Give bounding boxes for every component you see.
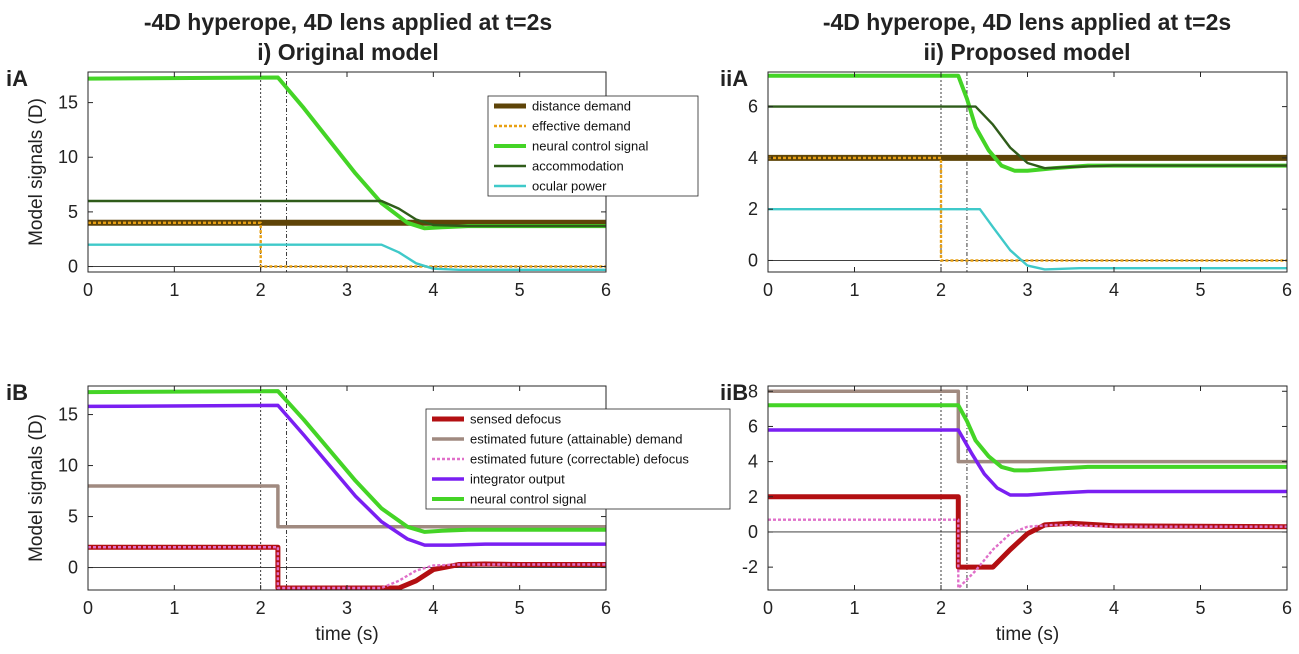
series-group bbox=[88, 75, 606, 271]
x-tick-label: 4 bbox=[1109, 280, 1119, 300]
legend: distance demand effective demand neural co… bbox=[487, 95, 699, 197]
x-tick-label: 1 bbox=[169, 280, 179, 300]
y-tick-label: 10 bbox=[58, 147, 78, 167]
legend: sensed defocus estimated future (attainab… bbox=[425, 408, 731, 510]
legend-label-estimated-future-correctable-defocus: estimated future (correctable) defocus bbox=[470, 452, 689, 467]
y-tick-label: 15 bbox=[58, 93, 78, 113]
legend-label-neural-control-signal: neural control signal bbox=[470, 492, 586, 507]
x-tick-label: 5 bbox=[515, 280, 525, 300]
y-tick-label: 2 bbox=[748, 199, 758, 219]
panel-label: iA bbox=[6, 66, 28, 91]
legend-label-distance-demand: distance demand bbox=[532, 99, 631, 114]
series-estimated-future-attainable-demand bbox=[768, 389, 1287, 464]
right-title-line2: ii) Proposed model bbox=[923, 39, 1130, 65]
x-tick-label: 0 bbox=[763, 280, 773, 300]
legend-label-sensed-defocus: sensed defocus bbox=[470, 412, 562, 427]
y-tick-label: 4 bbox=[748, 452, 758, 472]
series-estimated-future-correctable-defocus bbox=[88, 546, 606, 590]
series-integrator-output bbox=[768, 428, 1287, 497]
y-tick-label: 8 bbox=[748, 381, 758, 401]
series-accommodation bbox=[768, 105, 1287, 170]
y-tick-label: 5 bbox=[68, 507, 78, 527]
series-accommodation bbox=[88, 199, 606, 228]
y-tick-label: 6 bbox=[748, 416, 758, 436]
series-effective-demand bbox=[768, 156, 1287, 262]
x-tick-label: 1 bbox=[849, 598, 859, 618]
x-tick-label: 4 bbox=[1109, 598, 1119, 618]
series-group bbox=[88, 389, 606, 590]
x-tick-label: 2 bbox=[936, 598, 946, 618]
y-tick-label: 2 bbox=[748, 487, 758, 507]
x-tick-label: 6 bbox=[601, 280, 611, 300]
x-tick-label: 2 bbox=[936, 280, 946, 300]
x-tick-label: 2 bbox=[256, 598, 266, 618]
legend-label-integrator-output: integrator output bbox=[470, 472, 565, 487]
x-tick-label: 1 bbox=[849, 280, 859, 300]
y-axis-label: Model signals (D) bbox=[26, 98, 47, 246]
x-tick-label: 1 bbox=[169, 598, 179, 618]
legend-label-effective-demand: effective demand bbox=[532, 119, 631, 134]
x-tick-label: 0 bbox=[763, 598, 773, 618]
x-tick-label: 6 bbox=[1282, 598, 1292, 618]
x-tick-label: 3 bbox=[1022, 598, 1032, 618]
x-tick-label: 4 bbox=[428, 598, 438, 618]
plot-frame bbox=[767, 385, 1288, 591]
series-integrator-output bbox=[88, 403, 606, 547]
legend-label-accommodation: accommodation bbox=[532, 159, 624, 174]
panel-label: iiB bbox=[720, 380, 748, 405]
series-group bbox=[768, 389, 1287, 590]
y-tick-label: 6 bbox=[748, 97, 758, 117]
series-ocular-power bbox=[88, 243, 606, 271]
x-tick-label: 4 bbox=[428, 280, 438, 300]
y-tick-label: 0 bbox=[748, 250, 758, 270]
panel-label: iiA bbox=[720, 66, 748, 91]
x-tick-label: 0 bbox=[83, 598, 93, 618]
x-axis-label: time (s) bbox=[996, 624, 1059, 645]
right-title-line1: -4D hyperope, 4D lens applied at t=2s bbox=[823, 9, 1231, 35]
legend-label-neural-control-signal: neural control signal bbox=[532, 139, 648, 154]
x-tick-label: 6 bbox=[601, 598, 611, 618]
y-tick-label: 0 bbox=[68, 558, 78, 578]
series-group bbox=[768, 73, 1287, 271]
series-neural-control-signal bbox=[88, 389, 606, 534]
series-neural-control-signal bbox=[768, 403, 1287, 473]
panel-iB: 0 1 2 3 4 5 6 0 5 10 15 iB Model signals (D) time (s)… bbox=[6, 380, 731, 645]
x-tick-label: 3 bbox=[1022, 280, 1032, 300]
y-tick-label: 0 bbox=[68, 257, 78, 277]
series-estimated-future-attainable-demand bbox=[88, 484, 606, 529]
x-tick-label: 3 bbox=[342, 598, 352, 618]
y-tick-label: 4 bbox=[748, 148, 758, 168]
x-tick-label: 5 bbox=[1195, 598, 1205, 618]
y-tick-label: -2 bbox=[742, 557, 758, 577]
x-tick-label: 6 bbox=[1282, 280, 1292, 300]
y-tick-label: 5 bbox=[68, 202, 78, 222]
y-tick-label: 10 bbox=[58, 456, 78, 476]
legend-label-estimated-future-attainable-demand: estimated future (attainable) demand bbox=[470, 432, 682, 447]
left-title-line2: i) Original model bbox=[257, 39, 438, 65]
y-tick-label: 0 bbox=[748, 522, 758, 542]
x-tick-label: 3 bbox=[342, 280, 352, 300]
y-axis-label: Model signals (D) bbox=[26, 414, 47, 562]
x-tick-label: 5 bbox=[515, 598, 525, 618]
legend-label-ocular-power: ocular power bbox=[532, 179, 607, 194]
x-axis-label: time (s) bbox=[315, 624, 378, 645]
x-tick-label: 0 bbox=[83, 280, 93, 300]
series-estimated-future-correctable-defocus bbox=[768, 518, 1287, 590]
panel-iA: 0 1 2 3 4 5 6 0 5 10 15 iA Model signals (D) distance… bbox=[6, 66, 699, 300]
x-tick-label: 5 bbox=[1195, 280, 1205, 300]
series-ocular-power bbox=[768, 207, 1287, 271]
panel-label: iB bbox=[6, 380, 28, 405]
y-tick-label: 15 bbox=[58, 405, 78, 425]
legend-box bbox=[425, 408, 731, 510]
series-effective-demand bbox=[88, 221, 606, 268]
x-tick-label: 2 bbox=[256, 280, 266, 300]
left-title-line1: -4D hyperope, 4D lens applied at t=2s bbox=[144, 9, 552, 35]
